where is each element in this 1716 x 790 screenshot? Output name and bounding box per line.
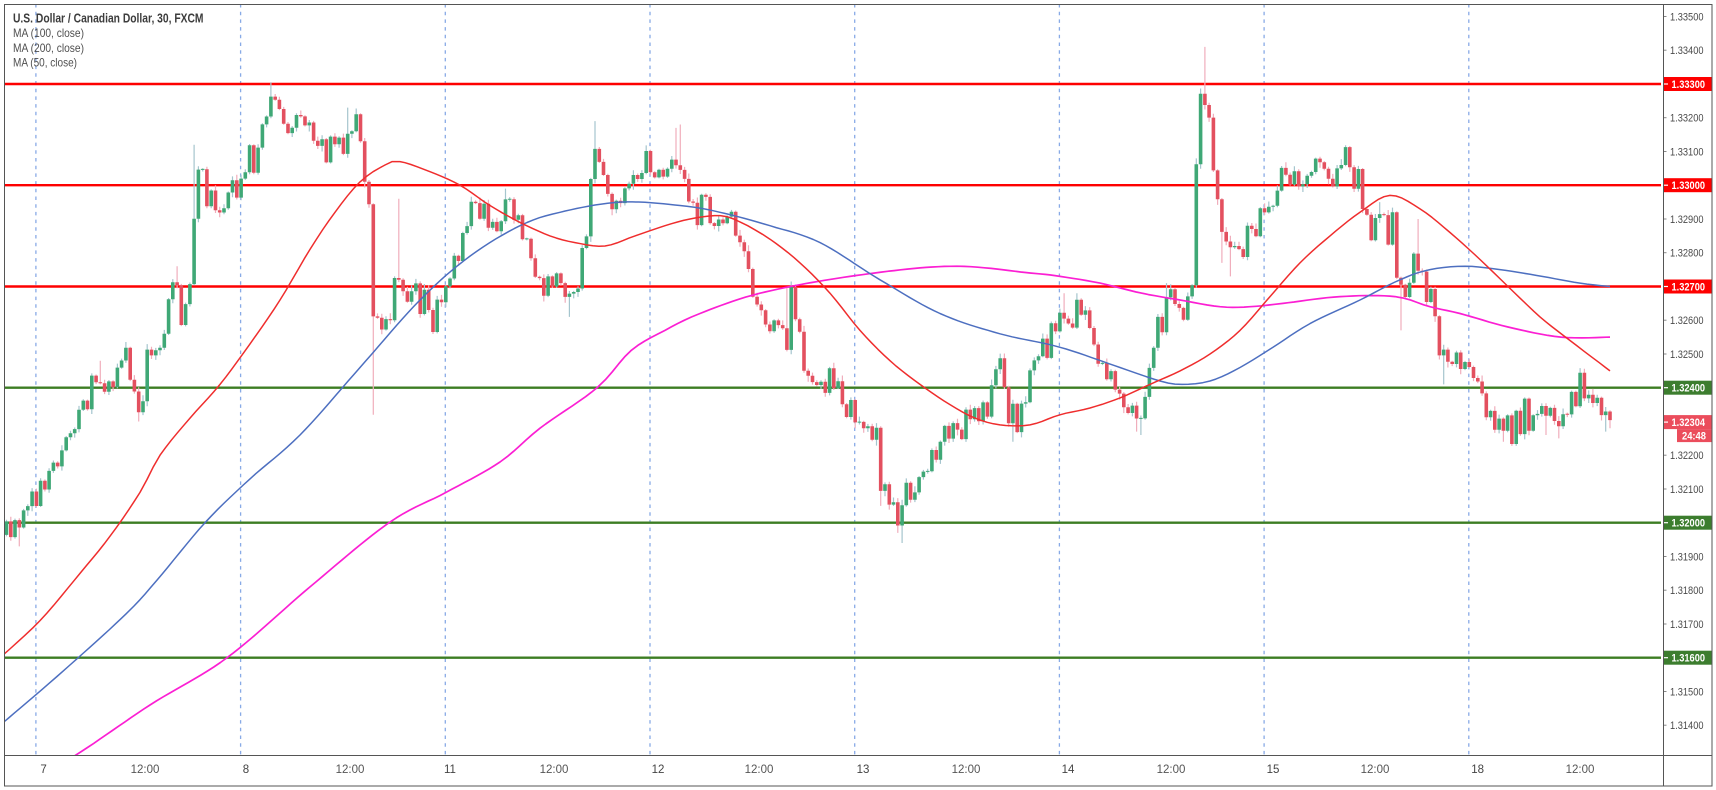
svg-text:1.32900: 1.32900 — [1670, 214, 1704, 226]
svg-text:1.33000: 1.33000 — [1672, 180, 1706, 192]
svg-text:MA (200, close): MA (200, close) — [13, 41, 84, 55]
svg-text:12:00: 12:00 — [1566, 764, 1595, 776]
svg-text:1.32700: 1.32700 — [1672, 281, 1706, 293]
svg-text:MA (50, close): MA (50, close) — [13, 56, 77, 70]
svg-text:1.33200: 1.33200 — [1670, 113, 1704, 125]
svg-text:12:00: 12:00 — [1157, 764, 1186, 776]
svg-text:12: 12 — [652, 764, 665, 776]
svg-text:7: 7 — [40, 764, 46, 776]
svg-text:12:00: 12:00 — [745, 764, 774, 776]
svg-text:14: 14 — [1062, 764, 1075, 776]
svg-text:24:48: 24:48 — [1682, 430, 1706, 442]
svg-text:13: 13 — [857, 764, 870, 776]
svg-text:1.32304: 1.32304 — [1672, 417, 1706, 429]
svg-text:1.32400: 1.32400 — [1672, 383, 1706, 395]
svg-text:1.33500: 1.33500 — [1670, 11, 1704, 23]
svg-text:12:00: 12:00 — [952, 764, 981, 776]
svg-text:1.33100: 1.33100 — [1670, 146, 1704, 158]
svg-text:1.31400: 1.31400 — [1670, 720, 1704, 732]
svg-text:MA (100, close): MA (100, close) — [13, 26, 84, 40]
svg-text:1.32000: 1.32000 — [1672, 518, 1706, 530]
svg-text:1.32100: 1.32100 — [1670, 484, 1704, 496]
svg-text:11: 11 — [444, 764, 456, 776]
svg-text:1.33300: 1.33300 — [1672, 79, 1706, 91]
svg-text:1.32600: 1.32600 — [1670, 315, 1704, 327]
svg-text:1.32800: 1.32800 — [1670, 248, 1704, 260]
svg-text:12:00: 12:00 — [540, 764, 569, 776]
svg-text:1.31700: 1.31700 — [1670, 619, 1704, 631]
svg-text:1.32500: 1.32500 — [1670, 349, 1704, 361]
svg-text:8: 8 — [243, 764, 249, 776]
svg-text:1.31800: 1.31800 — [1670, 585, 1704, 597]
svg-text:12:00: 12:00 — [336, 764, 365, 776]
svg-text:1.31500: 1.31500 — [1670, 686, 1704, 698]
svg-text:12:00: 12:00 — [131, 764, 160, 776]
svg-text:1.32200: 1.32200 — [1670, 450, 1704, 462]
svg-text:1.33400: 1.33400 — [1670, 45, 1704, 57]
svg-text:12:00: 12:00 — [1361, 764, 1390, 776]
svg-text:18: 18 — [1471, 764, 1484, 776]
svg-text:1.31600: 1.31600 — [1672, 653, 1706, 665]
svg-text:U.S. Dollar / Canadian Dollar,: U.S. Dollar / Canadian Dollar, 30, FXCM — [13, 12, 204, 26]
svg-text:15: 15 — [1267, 764, 1280, 776]
svg-text:1.31900: 1.31900 — [1670, 551, 1704, 563]
